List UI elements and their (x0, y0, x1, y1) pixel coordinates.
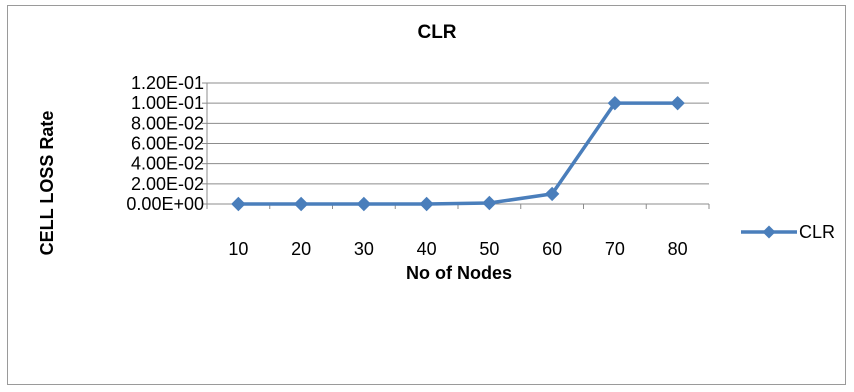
data-point-marker (670, 95, 685, 111)
data-point-marker (544, 186, 560, 202)
x-tick-label: 10 (228, 239, 248, 259)
y-tick-label: 4.00E-02 (131, 154, 204, 174)
y-tick-label: 2.00E-02 (131, 174, 204, 194)
legend-label-clr: CLR (799, 222, 835, 242)
data-point-marker (482, 195, 497, 211)
data-point-marker (607, 95, 623, 111)
chart-title: CLR (417, 22, 456, 43)
chart-frame (7, 5, 846, 385)
x-tick-label: 20 (291, 239, 311, 259)
legend: CLR (741, 222, 835, 242)
data-point-marker (293, 196, 309, 212)
y-tick-label: 6.00E-02 (131, 134, 204, 154)
y-tick-labels: 0.00E+002.00E-024.00E-026.00E-028.00E-02… (126, 73, 204, 214)
series-line-clr (238, 101, 678, 206)
y-tick-label: 8.00E-02 (131, 113, 204, 133)
y-tick-label: 0.00E+00 (126, 194, 204, 214)
x-tick-label: 70 (605, 239, 625, 259)
legend-marker-clr (762, 225, 776, 239)
x-tick-label: 80 (668, 239, 688, 259)
series-layer (231, 95, 685, 212)
x-axis-label: No of Nodes (406, 263, 512, 283)
x-tick-label: 50 (479, 239, 499, 259)
y-tick-label: 1.00E-01 (131, 93, 204, 113)
x-tick-label: 30 (354, 239, 374, 259)
y-axis-label: CELL LOSS Rate (37, 111, 57, 256)
gridlines (207, 82, 709, 185)
y-tick-label: 1.20E-01 (131, 73, 204, 93)
data-point-marker (419, 196, 434, 212)
data-point-marker (231, 196, 246, 212)
x-tick-label: 40 (417, 239, 437, 259)
x-tick-label: 60 (542, 239, 562, 259)
data-point-marker (356, 196, 372, 212)
x-tick-labels: 10 20 30 40 50 60 70 80 (228, 239, 687, 259)
